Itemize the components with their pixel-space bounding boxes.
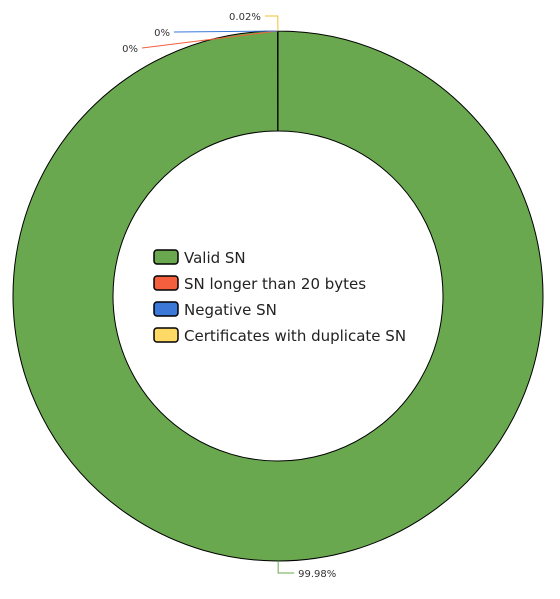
data-label-valid-sn: 99.98% bbox=[298, 569, 336, 580]
data-label-negative-sn: 0% bbox=[154, 28, 170, 39]
legend-label-negative-sn[interactable]: Negative SN bbox=[184, 301, 277, 319]
legend: Valid SN SN longer than 20 bytes Negative … bbox=[154, 249, 406, 345]
data-label-certificates-with-duplicate-sn: 0.02% bbox=[229, 12, 261, 23]
legend-label-sn-longer-than-20-bytes[interactable]: SN longer than 20 bytes bbox=[184, 275, 366, 293]
leader-line-valid-sn bbox=[278, 561, 294, 573]
legend-label-valid-sn[interactable]: Valid SN bbox=[184, 249, 246, 267]
legend-swatch-valid-sn[interactable] bbox=[154, 250, 178, 264]
legend-label-certificates-with-duplicate-sn[interactable]: Certificates with duplicate SN bbox=[184, 327, 406, 345]
data-label-sn-longer-than-20-bytes: 0% bbox=[122, 44, 138, 55]
leader-line-certificates-with-duplicate-sn bbox=[265, 16, 278, 31]
legend-swatch-certificates-with-duplicate-sn[interactable] bbox=[154, 328, 178, 342]
legend-swatch-sn-longer-than-20-bytes[interactable] bbox=[154, 276, 178, 290]
legend-swatch-negative-sn[interactable] bbox=[154, 302, 178, 316]
